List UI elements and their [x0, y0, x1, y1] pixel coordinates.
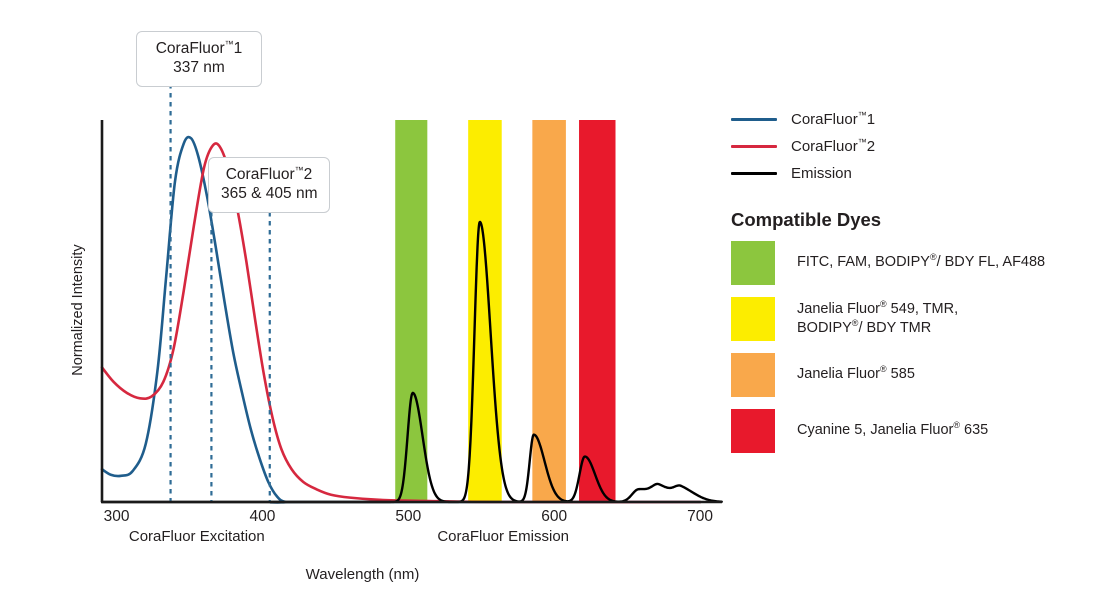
registered-mark: ® — [880, 364, 887, 375]
trademark-mark: ™ — [857, 110, 867, 120]
dye-item-3: Cyanine 5, Janelia Fluor® 635 — [731, 409, 1101, 455]
x-axis-region-emission: CoraFluor Emission — [437, 528, 570, 545]
legend-line-swatch — [731, 172, 777, 175]
compatible-dyes-heading: Compatible Dyes — [731, 209, 882, 230]
x-tick-600: 600 — [541, 508, 568, 525]
legend-panel: CoraFluor™1 CoraFluor™2 Emission Compatibl… — [731, 106, 1101, 455]
annotation-corafluor2-line1: CoraFluor™2 — [225, 164, 313, 183]
dye-band-2 — [532, 120, 566, 502]
legend-item-0: CoraFluor™1 — [731, 106, 1101, 133]
x-tick-300: 300 — [103, 508, 130, 525]
legend-line-swatch — [731, 118, 777, 121]
dye-color-swatch — [731, 297, 775, 341]
dye-label: Janelia Fluor® 585 — [797, 364, 915, 382]
dye-band-1 — [468, 120, 502, 502]
legend-item-label: Emission — [791, 165, 852, 182]
dye-color-swatch — [731, 409, 775, 453]
annotation-corafluor2-line2: 365 & 405 nm — [221, 185, 318, 203]
registered-mark: ® — [880, 299, 887, 310]
trademark-mark: ™ — [857, 137, 867, 147]
dye-color-swatch — [731, 241, 775, 285]
registered-mark: ® — [851, 318, 859, 329]
annotation-corafluor2: CoraFluor™2 365 & 405 nm — [208, 157, 330, 213]
x-tick-400: 400 — [249, 508, 276, 525]
annotation-corafluor1-line1: CoraFluor™1 — [155, 38, 243, 57]
dye-item-1: Janelia Fluor® 549, TMR, BODIPY®/ BDY TMR — [731, 297, 1101, 343]
x-tick-700: 700 — [687, 508, 714, 525]
dye-label: Cyanine 5, Janelia Fluor® 635 — [797, 420, 989, 438]
registered-mark: ® — [953, 420, 961, 431]
dye-item-2: Janelia Fluor® 585 — [731, 353, 1101, 399]
legend-line-swatch — [731, 145, 777, 148]
y-axis-title: Normalized Intensity — [70, 244, 86, 376]
registered-mark: ® — [929, 252, 937, 263]
dye-band-0 — [395, 120, 428, 502]
compatible-dyes-list: FITC, FAM, BODIPY®/ BDY FL, AF488 Janelia… — [731, 241, 1101, 455]
curve-excitation-1 — [100, 142, 702, 504]
series-legend: CoraFluor™1 CoraFluor™2 Emission — [731, 106, 1101, 187]
x-axis-region-excitation: CoraFluor Excitation — [128, 528, 265, 545]
dye-item-0: FITC, FAM, BODIPY®/ BDY FL, AF488 — [731, 241, 1101, 287]
x-axis-title: Wavelength (nm) — [305, 566, 420, 583]
annotation-corafluor1: CoraFluor™1 337 nm — [136, 31, 262, 87]
legend-item-1: CoraFluor™2 — [731, 133, 1101, 160]
dye-color-swatch — [731, 353, 775, 397]
annotation-corafluor1-line2: 337 nm — [173, 59, 225, 77]
dye-label: FITC, FAM, BODIPY®/ BDY FL, AF488 — [797, 252, 1046, 270]
legend-item-label: CoraFluor™2 — [791, 137, 876, 156]
dye-band-3 — [579, 120, 616, 502]
dye-label: Janelia Fluor® 549, TMR, BODIPY®/ BDY TMR — [797, 299, 959, 336]
x-tick-500: 500 — [395, 508, 422, 525]
legend-item-2: Emission — [731, 160, 1101, 187]
legend-item-label: CoraFluor™1 — [791, 110, 876, 129]
